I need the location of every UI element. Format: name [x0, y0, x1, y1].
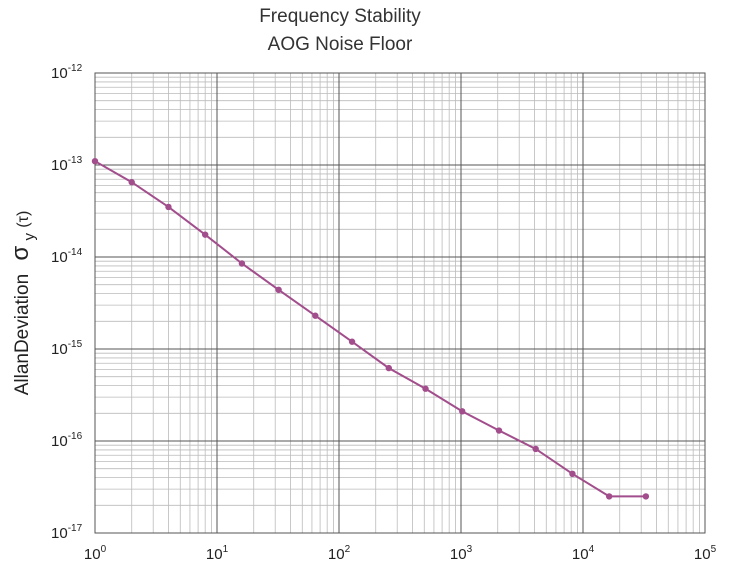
y-axis-label-text: AllanDeviation σ y (τ)	[7, 211, 39, 396]
data-point	[165, 203, 172, 211]
data-point	[459, 408, 466, 415]
x-tick-label: 102	[328, 544, 351, 563]
chart-subtitle: AOG Noise Floor	[267, 34, 413, 55]
y-tick-base: 10	[51, 525, 68, 542]
y-tick-label: 10-16	[51, 431, 83, 450]
x-tick-exponent: 0	[101, 544, 107, 555]
data-point	[312, 312, 319, 319]
y-axis-label: AllanDeviation σ y (τ)	[7, 211, 39, 396]
major-grid	[94, 72, 706, 534]
x-tick-labels: 100 101 102 103 104 105	[84, 544, 717, 563]
x-tick-label: 101	[206, 544, 229, 563]
x-tick-exponent: 4	[589, 544, 595, 555]
y-tick-base: 10	[51, 249, 68, 266]
x-tick-exponent: 5	[711, 544, 717, 555]
data-point	[642, 493, 650, 500]
data-point	[201, 231, 209, 238]
x-tick-exponent: 3	[467, 544, 473, 555]
x-tick-exponent: 1	[223, 544, 229, 555]
y-tick-base: 10	[51, 433, 68, 450]
chart-title: Frequency Stability	[259, 6, 421, 27]
data-point	[348, 338, 356, 345]
y-tick-exponent: -12	[68, 63, 83, 74]
data-point	[275, 286, 282, 294]
y-tick-base: 10	[51, 341, 68, 358]
data-point	[532, 445, 539, 453]
data-point	[605, 493, 613, 500]
y-tick-label: 10-17	[51, 523, 83, 542]
y-tick-exponent: -17	[68, 523, 83, 534]
y-tick-base: 10	[51, 157, 68, 174]
y-tick-exponent: -15	[68, 339, 83, 350]
x-tick-base: 10	[694, 546, 711, 563]
plot-frame	[94, 72, 706, 534]
y-tick-exponent: -13	[68, 155, 83, 166]
x-tick-exponent: 2	[345, 544, 351, 555]
y-tick-label: 10-12	[51, 63, 83, 82]
y-tick-label: 10-13	[51, 155, 83, 174]
x-tick-base: 10	[572, 546, 589, 563]
data-point	[238, 260, 246, 267]
x-tick-label: 104	[572, 544, 595, 563]
data-point	[569, 470, 576, 478]
x-tick-base: 10	[206, 546, 223, 563]
x-tick-label: 105	[694, 544, 717, 563]
data-point	[91, 157, 99, 165]
minor-grid	[95, 73, 705, 533]
y-axis-label-arg: (τ)	[15, 211, 32, 228]
series-line	[94, 160, 646, 498]
y-axis-label-symbol: σ	[7, 246, 34, 261]
x-tick-base: 10	[450, 546, 467, 563]
y-tick-base: 10	[51, 65, 68, 82]
y-tick-exponent: -16	[68, 431, 83, 442]
x-tick-base: 10	[328, 546, 345, 563]
data-point	[385, 364, 393, 372]
x-tick-label: 103	[450, 544, 473, 563]
x-tick-base: 10	[84, 546, 101, 563]
x-tick-label: 100	[84, 544, 107, 563]
y-axis-label-subscript: y	[21, 232, 38, 240]
data-point	[422, 385, 429, 392]
y-tick-label: 10-14	[51, 247, 83, 266]
y-axis-label-word: AllanDeviation	[12, 274, 33, 395]
series	[91, 157, 650, 500]
y-tick-exponent: -14	[68, 247, 83, 258]
data-point	[128, 179, 135, 186]
y-tick-label: 10-15	[51, 339, 83, 358]
data-point	[495, 427, 503, 434]
